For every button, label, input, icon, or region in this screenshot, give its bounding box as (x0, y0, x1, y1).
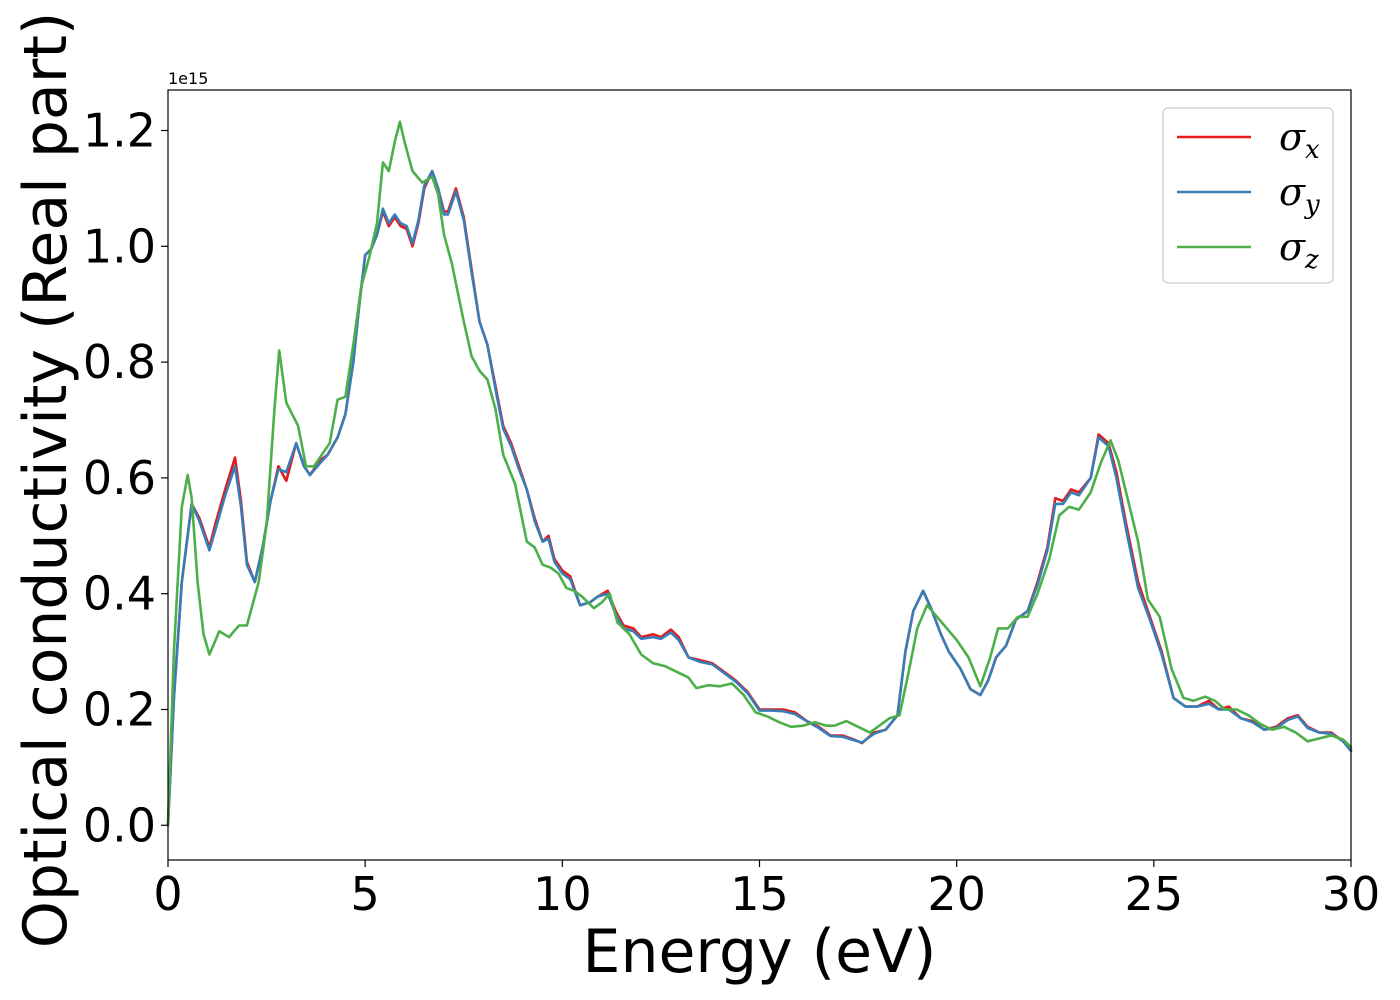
legend-label-y: σy (1279, 170, 1320, 220)
legend-label-x: σx (1279, 115, 1320, 165)
y-offset-label: 1e15 (168, 69, 208, 88)
y-tick-label: 0.2 (83, 682, 156, 736)
plot-area (168, 90, 1351, 860)
y-tick-label: 0.0 (83, 798, 156, 852)
x-tick-label: 10 (533, 867, 592, 921)
y-tick-label: 1.0 (83, 219, 156, 273)
legend-label-z: σz (1279, 225, 1319, 275)
x-tick-label: 25 (1125, 867, 1184, 921)
legend-box (1162, 107, 1334, 284)
y-tick-label: 0.4 (83, 567, 156, 621)
y-tick-label: 0.6 (83, 451, 156, 505)
y-axis: 0.0 0.2 0.4 0.6 0.8 1.0 1.2 (83, 104, 168, 852)
x-tick-label: 30 (1322, 867, 1381, 921)
x-tick-label: 15 (730, 867, 789, 921)
series-layer (166, 120, 1353, 827)
x-tick-label: 5 (351, 867, 380, 921)
x-tick-label: 20 (927, 867, 986, 921)
x-axis: 0 5 10 15 20 25 30 (153, 860, 1380, 921)
series-line-y (166, 169, 1353, 827)
y-tick-label: 0.8 (83, 335, 156, 389)
series-line-z (166, 120, 1353, 827)
y-tick-label: 1.2 (83, 104, 156, 158)
y-axis-label: Optical conductivity (Real part) (11, 12, 81, 949)
x-tick-label: 0 (153, 867, 182, 921)
x-axis-label: Energy (eV) (583, 917, 937, 987)
